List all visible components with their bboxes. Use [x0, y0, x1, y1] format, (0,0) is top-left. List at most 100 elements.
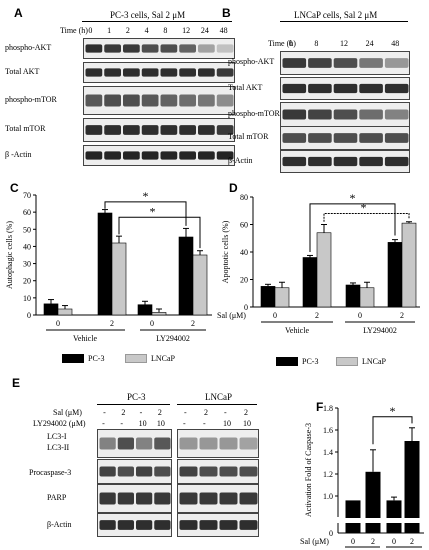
panel-e-ly-value: 10 [138, 419, 147, 428]
bar-upper [386, 500, 402, 518]
panel-label-a: A [14, 6, 23, 20]
blot-band [160, 94, 178, 107]
panel-a-row-label: β -Actin [5, 149, 32, 159]
blot-band [216, 94, 234, 107]
panel-e-ly-label: LY294002 (μM) [33, 419, 86, 428]
blot-band [199, 466, 218, 477]
blot-band [219, 437, 238, 450]
panel-a-title-line [82, 21, 232, 22]
blot-band [239, 520, 258, 530]
panel-a-blot-strip [83, 62, 235, 83]
y-tick-label: 0 [244, 303, 248, 312]
y-tick-label: 40 [23, 242, 31, 251]
y-tick-label: 0 [27, 311, 31, 320]
bar-upper [404, 441, 420, 518]
panel-e-ly-value: - [102, 419, 105, 428]
bar-lower [365, 523, 381, 533]
x-tick-label: 0 [392, 537, 396, 546]
panel-e-blot-strip [177, 513, 259, 537]
significance-bracket [104, 201, 187, 226]
blot-band [219, 492, 238, 505]
y-tick-label: 1.2 [323, 470, 333, 479]
panel-a-time-tick: 1 [107, 26, 112, 35]
blot-band [141, 94, 159, 107]
panel-e-sal-value: - [139, 408, 143, 417]
panel-e-bands [99, 492, 171, 505]
blot-band [198, 125, 215, 135]
panel-b-time-tick: 12 [340, 39, 348, 48]
blot-band [104, 125, 121, 135]
x-tick-label: 2 [371, 537, 375, 546]
blot-band [136, 466, 153, 477]
blot-band [85, 125, 103, 135]
panel-a-time-tick: 8 [163, 26, 168, 35]
blot-band [160, 68, 178, 77]
blot-band [179, 466, 198, 477]
panel-e-bands [99, 466, 171, 477]
blot-band [117, 492, 134, 505]
y-tick-label: 20 [240, 276, 248, 285]
panel-a-bands [85, 94, 234, 107]
y-tick-label: 50 [23, 225, 31, 234]
significance-bracket [323, 213, 410, 222]
panel-b-time-tick: 0 [288, 39, 293, 48]
blot-band [359, 156, 383, 167]
panel-b-bands [282, 156, 409, 167]
x-axis-prefix: Sal (μM) [217, 311, 246, 320]
significance-star: * [350, 191, 356, 205]
bar [178, 236, 194, 316]
panel-label-d: D [229, 181, 238, 195]
blot-band [154, 492, 171, 505]
bar [316, 232, 332, 308]
panel-a-blot-strip [83, 38, 235, 59]
x-tick-label: 0 [273, 311, 277, 320]
blot-band [359, 109, 383, 120]
blot-band [117, 437, 134, 450]
blot-band [359, 133, 383, 143]
blot-band [199, 520, 218, 530]
group-label-ly: LY294002 [363, 326, 397, 335]
y-tick-label: 20 [23, 277, 31, 286]
bar [151, 312, 167, 316]
panel-e-sal-value: 2 [121, 408, 126, 417]
panel-b-bands [282, 133, 409, 143]
panel-a-time-tick: 2 [125, 26, 130, 35]
panel-a-bands [85, 44, 234, 53]
x-tick-label: 2 [315, 311, 319, 320]
panel-e-row-label: PARP [47, 493, 67, 502]
panel-b-row-label: Total mTOR [228, 132, 269, 141]
blot-band [199, 437, 218, 450]
panel-b-time-label: Time (h) [268, 39, 296, 48]
panel-e-blot-strip [177, 459, 259, 484]
legend-d-lncap-label: LNCaP [362, 357, 386, 366]
panel-e-blot-strip [97, 459, 172, 484]
significance-bracket [372, 416, 413, 445]
y-tick-label: 30 [23, 260, 31, 269]
panel-e-group-lncap-line [177, 404, 257, 405]
bar [387, 242, 403, 308]
blot-band [359, 83, 383, 94]
bar-lower [345, 523, 361, 533]
y-axis-label: Autophagic cells (%) [5, 221, 14, 289]
blot-band [199, 492, 218, 505]
panel-b-bands [282, 109, 409, 120]
significance-bracket [118, 216, 201, 249]
blot-band [282, 83, 307, 94]
blot-band [99, 492, 116, 505]
y-tick-label: 1.6 [323, 426, 333, 435]
blot-band [359, 58, 383, 68]
blot-band [160, 151, 178, 160]
blot-band [282, 133, 307, 143]
blot-band [104, 44, 121, 53]
blot-band [216, 44, 234, 53]
group-label-vehicle: Vehicle [73, 334, 97, 343]
panel-b-row-label: phospho-mTOR [228, 108, 280, 118]
bar [345, 284, 361, 308]
panel-e-ly-value: 10 [223, 419, 231, 428]
panel-e-group-pc3-line [97, 404, 170, 405]
blot-band [104, 151, 121, 160]
y-tick-label: 60 [240, 221, 248, 230]
legend-d-pc3-swatch [276, 357, 298, 366]
blot-band [219, 520, 238, 530]
